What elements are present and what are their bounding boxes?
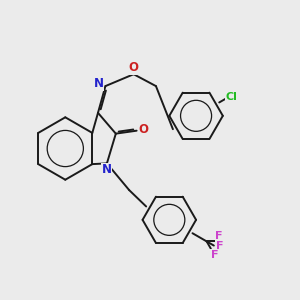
Text: N: N	[102, 164, 112, 176]
Text: F: F	[211, 250, 218, 260]
Text: F: F	[216, 241, 224, 250]
Text: N: N	[94, 77, 104, 90]
Text: Cl: Cl	[226, 92, 238, 102]
Text: F: F	[215, 231, 223, 241]
Text: O: O	[129, 61, 139, 74]
Text: O: O	[138, 123, 148, 136]
